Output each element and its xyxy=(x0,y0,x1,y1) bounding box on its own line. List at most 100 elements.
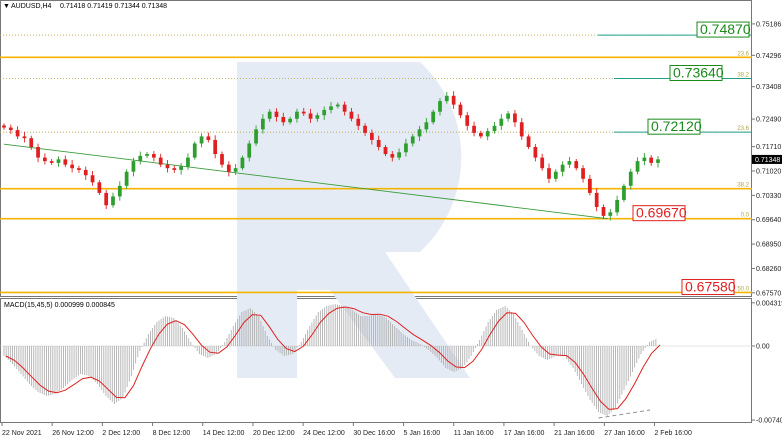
time-tick-label: 14 Dec 12:00 xyxy=(203,430,245,437)
candle-body xyxy=(513,113,517,123)
candle-body xyxy=(335,104,340,107)
time-tick-label: 27 Jan 16:00 xyxy=(604,430,645,437)
time-tick-label: 11 Jan 16:00 xyxy=(454,430,494,437)
candle-body xyxy=(499,118,504,126)
candle-body xyxy=(192,143,197,158)
price-tick-label: 0.73408 xyxy=(756,84,781,91)
candle-body xyxy=(383,146,388,155)
price-tick-label: 0.74296 xyxy=(756,53,781,60)
time-tick-label: 2 Feb 16:00 xyxy=(654,430,691,437)
candle-body xyxy=(104,192,109,206)
time-tick-label: 20 Dec 12:00 xyxy=(253,430,295,437)
candle-body xyxy=(77,168,81,170)
time-tick-label: 22 Nov 2021 xyxy=(2,430,42,437)
time-tick-label: 2 Dec 12:00 xyxy=(102,430,140,437)
candle-body xyxy=(451,95,456,105)
candle-body xyxy=(547,168,551,179)
candle-body xyxy=(444,95,449,102)
candle-body xyxy=(533,146,538,158)
candle-body xyxy=(97,182,102,193)
candle-body xyxy=(622,185,626,200)
candle-body xyxy=(376,139,381,147)
candle-body xyxy=(472,125,476,133)
macd-indicator xyxy=(0,304,752,419)
time-tick-label: 24 Dec 12:00 xyxy=(303,430,345,437)
candle-body xyxy=(274,111,279,117)
candle-body xyxy=(479,132,483,137)
candle-body xyxy=(199,136,204,144)
candle-body xyxy=(417,129,422,137)
triangle-down-icon[interactable]: ▼ xyxy=(3,3,10,10)
candle-body xyxy=(356,118,361,126)
candle-body xyxy=(560,164,565,172)
candle-body xyxy=(295,111,299,119)
candle-body xyxy=(594,192,599,208)
r-logo-watermark xyxy=(237,62,470,378)
candlesticks xyxy=(2,91,660,221)
candle-body xyxy=(15,130,20,137)
candle-body xyxy=(410,136,415,144)
time-tick-label: 21 Jan 16:00 xyxy=(554,430,595,437)
macd-tick-label: 0.004319 xyxy=(756,300,782,307)
candle-body xyxy=(220,154,224,165)
candle-body xyxy=(642,157,647,162)
fib-level-label: 0.0 xyxy=(741,213,750,219)
time-tick-label: 17 Jan 16:00 xyxy=(504,430,545,437)
trendline xyxy=(3,143,608,220)
ohlc-quotes: 0.71418 0.71419 0.71344 0.71348 xyxy=(60,3,167,10)
macd-tick-label: -0.007408 xyxy=(756,418,782,425)
candle-body xyxy=(635,161,640,172)
candle-body xyxy=(404,143,408,153)
candle-body xyxy=(567,161,572,165)
price-tick-label: 0.70330 xyxy=(756,193,781,200)
candle-body xyxy=(261,118,265,130)
candle-body xyxy=(158,157,163,165)
candle-body xyxy=(581,168,585,179)
price-axis: 0.75186 0.74296 0.73408 0.72490 0.71710 0.710… xyxy=(752,21,781,297)
target-box xyxy=(647,118,701,135)
candle-body xyxy=(465,115,470,126)
candle-body xyxy=(397,152,401,158)
price-tick-label: 0.71710 xyxy=(756,144,781,151)
candle-body xyxy=(574,161,579,169)
candle-body xyxy=(281,116,286,123)
candle-body xyxy=(247,143,252,158)
time-tick-label: 26 Nov 12:00 xyxy=(52,430,94,437)
candle-body xyxy=(152,154,156,158)
candle-body xyxy=(519,122,524,137)
candle-body xyxy=(329,106,333,110)
candle-body xyxy=(349,111,354,119)
candle-body xyxy=(206,136,211,140)
candle-body xyxy=(301,111,306,114)
candle-body xyxy=(649,157,654,163)
candle-body xyxy=(506,113,510,119)
candle-body xyxy=(254,129,258,144)
candle-body xyxy=(492,125,497,132)
price-tick-label: 0.71020 xyxy=(756,169,781,176)
candle-body xyxy=(36,146,40,158)
candle-body xyxy=(70,164,74,169)
target-value: 0.72120 xyxy=(651,118,702,134)
target-value: 0.69670 xyxy=(636,205,687,221)
candle-body xyxy=(431,111,436,123)
symbol-label: AUDUSD,H4 xyxy=(11,3,52,10)
fibonacci-levels: 50.023.638.223.638.20.050.0 xyxy=(0,29,752,294)
candle-body xyxy=(342,104,347,112)
target-levels: 0.74870 0.73640 0.72120 0.69670 0.67580 xyxy=(598,21,752,295)
candle-body xyxy=(233,168,238,172)
macd-axis: 0.004319 0.00 -0.007408 xyxy=(752,300,782,425)
fib-level-label: 50.0 xyxy=(737,286,749,292)
candle-body xyxy=(608,212,613,216)
candle-body xyxy=(288,118,292,123)
fib-level-label: 38.2 xyxy=(737,72,749,78)
target-box xyxy=(681,278,735,295)
candle-body xyxy=(186,157,190,167)
macd-tick-label: 0.00 xyxy=(756,344,770,351)
fib-level-label: 23.6 xyxy=(737,51,749,57)
candle-body xyxy=(526,136,531,147)
candle-body xyxy=(308,113,313,119)
candle-body xyxy=(111,196,115,206)
candle-body xyxy=(145,154,149,156)
price-tick-label: 0.67570 xyxy=(756,290,781,297)
